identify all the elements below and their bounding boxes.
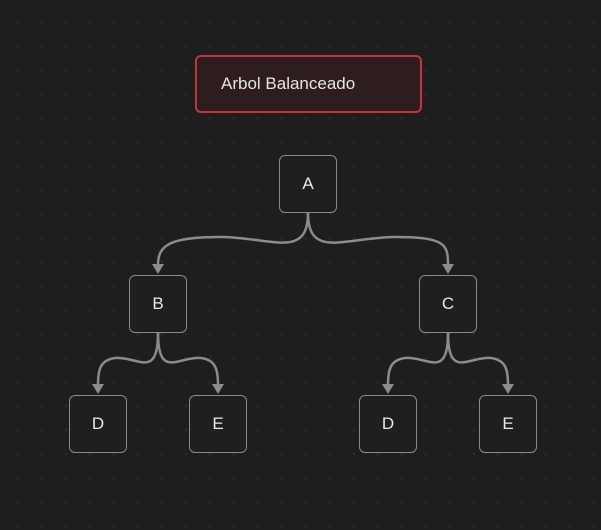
edge-a-c	[306, 212, 450, 266]
node-label: A	[302, 174, 314, 193]
diagram-title: Arbol Balanceado	[221, 74, 356, 93]
node-label: D	[381, 414, 395, 433]
arrowhead-b	[152, 264, 164, 274]
tree-node-root-a[interactable]: A	[279, 155, 337, 213]
edge-c-d	[386, 332, 450, 386]
edge-b-e	[156, 332, 220, 386]
node-label: E	[212, 414, 224, 433]
node-label: E	[502, 414, 514, 433]
tree-node-c-right-e[interactable]: E	[479, 395, 537, 453]
node-label: D	[91, 414, 105, 433]
tree-node-b-left-d[interactable]: D	[69, 395, 127, 453]
edge-a-b	[156, 212, 310, 266]
arrowhead-b-e	[212, 384, 224, 394]
edge-c-e	[446, 332, 510, 386]
tree-node-c-left-d[interactable]: D	[359, 395, 417, 453]
arrowhead-c-e	[502, 384, 514, 394]
tree-node-c[interactable]: C	[419, 275, 477, 333]
arrowhead-b-d	[92, 384, 104, 394]
tree-node-b[interactable]: B	[129, 275, 187, 333]
node-label: C	[441, 294, 455, 313]
edge-b-d	[96, 332, 160, 386]
node-label: B	[152, 294, 164, 313]
diagram-title-box[interactable]: Arbol Balanceado	[195, 55, 422, 113]
tree-node-b-right-e[interactable]: E	[189, 395, 247, 453]
arrowhead-c-d	[382, 384, 394, 394]
arrowhead-c	[442, 264, 454, 274]
